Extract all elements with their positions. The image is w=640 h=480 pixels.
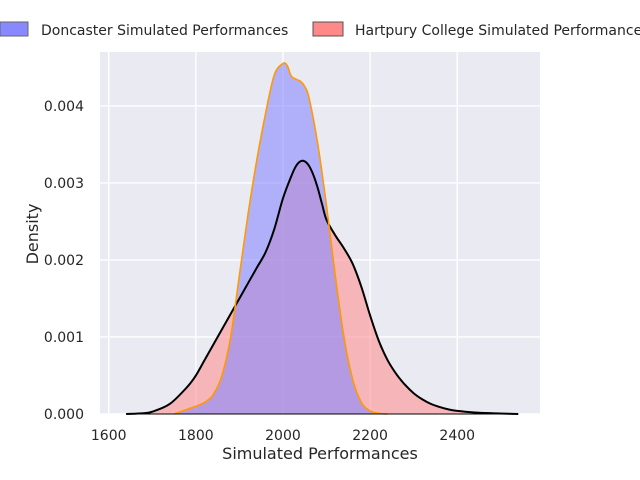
x-tick-label: 1800 — [178, 428, 214, 444]
y-tick-label: 0.001 — [44, 330, 84, 346]
y-tick-label: 0.002 — [44, 253, 84, 269]
legend: Doncaster Simulated Performances Hartpur… — [0, 21, 640, 39]
y-tick-label: 0.000 — [44, 407, 84, 423]
x-tick-label: 2400 — [439, 428, 475, 444]
legend-label-doncaster: Doncaster Simulated Performances — [41, 23, 288, 39]
x-tick-label: 1600 — [91, 428, 127, 444]
x-axis-label: Simulated Performances — [222, 444, 418, 463]
series-layer — [126, 62, 519, 415]
y-tick-label: 0.003 — [44, 176, 84, 192]
doncaster-density-line — [173, 62, 388, 415]
y-axis-label: Density — [23, 204, 42, 265]
legend-swatch-doncaster — [0, 21, 29, 37]
x-tick-label: 2000 — [265, 428, 301, 444]
hartpury-density-line — [126, 159, 519, 415]
legend-swatch-hartpury — [312, 21, 344, 37]
y-axis-ticks: 0.000 0.001 0.002 0.003 0.004 — [44, 99, 84, 423]
y-tick-label: 0.004 — [44, 99, 84, 115]
x-axis-ticks: 1600 1800 2000 2200 2400 — [91, 428, 475, 444]
legend-label-hartpury: Hartpury College Simulated Performances — [355, 23, 640, 39]
doncaster-density-area — [174, 62, 388, 415]
x-tick-label: 2200 — [352, 428, 388, 444]
